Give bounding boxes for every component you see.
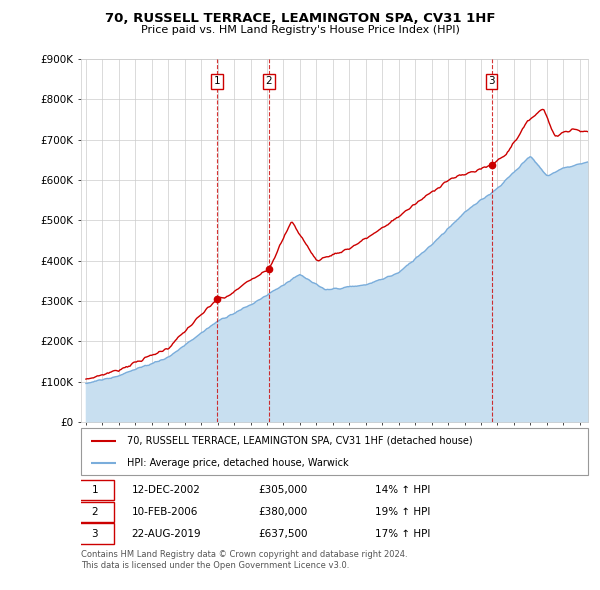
FancyBboxPatch shape <box>81 428 588 475</box>
Text: 1: 1 <box>92 485 98 495</box>
Text: 12-DEC-2002: 12-DEC-2002 <box>132 485 200 495</box>
Text: 22-AUG-2019: 22-AUG-2019 <box>132 529 202 539</box>
Text: £380,000: £380,000 <box>259 507 308 517</box>
Text: 70, RUSSELL TERRACE, LEAMINGTON SPA, CV31 1HF: 70, RUSSELL TERRACE, LEAMINGTON SPA, CV3… <box>105 12 495 25</box>
Text: 2: 2 <box>92 507 98 517</box>
FancyBboxPatch shape <box>76 502 114 522</box>
Text: 3: 3 <box>488 76 495 86</box>
Text: £637,500: £637,500 <box>259 529 308 539</box>
FancyBboxPatch shape <box>76 523 114 544</box>
Text: 14% ↑ HPI: 14% ↑ HPI <box>375 485 430 495</box>
Text: £305,000: £305,000 <box>259 485 308 495</box>
Text: 17% ↑ HPI: 17% ↑ HPI <box>375 529 430 539</box>
Text: 70, RUSSELL TERRACE, LEAMINGTON SPA, CV31 1HF (detached house): 70, RUSSELL TERRACE, LEAMINGTON SPA, CV3… <box>127 436 472 446</box>
Text: 3: 3 <box>92 529 98 539</box>
FancyBboxPatch shape <box>76 480 114 500</box>
Text: 1: 1 <box>214 76 220 86</box>
Text: Contains HM Land Registry data © Crown copyright and database right 2024.: Contains HM Land Registry data © Crown c… <box>81 550 407 559</box>
Text: This data is licensed under the Open Government Licence v3.0.: This data is licensed under the Open Gov… <box>81 560 349 569</box>
Text: HPI: Average price, detached house, Warwick: HPI: Average price, detached house, Warw… <box>127 458 348 468</box>
Text: 2: 2 <box>266 76 272 86</box>
Text: Price paid vs. HM Land Registry's House Price Index (HPI): Price paid vs. HM Land Registry's House … <box>140 25 460 35</box>
Text: 10-FEB-2006: 10-FEB-2006 <box>132 507 198 517</box>
Text: 19% ↑ HPI: 19% ↑ HPI <box>375 507 430 517</box>
